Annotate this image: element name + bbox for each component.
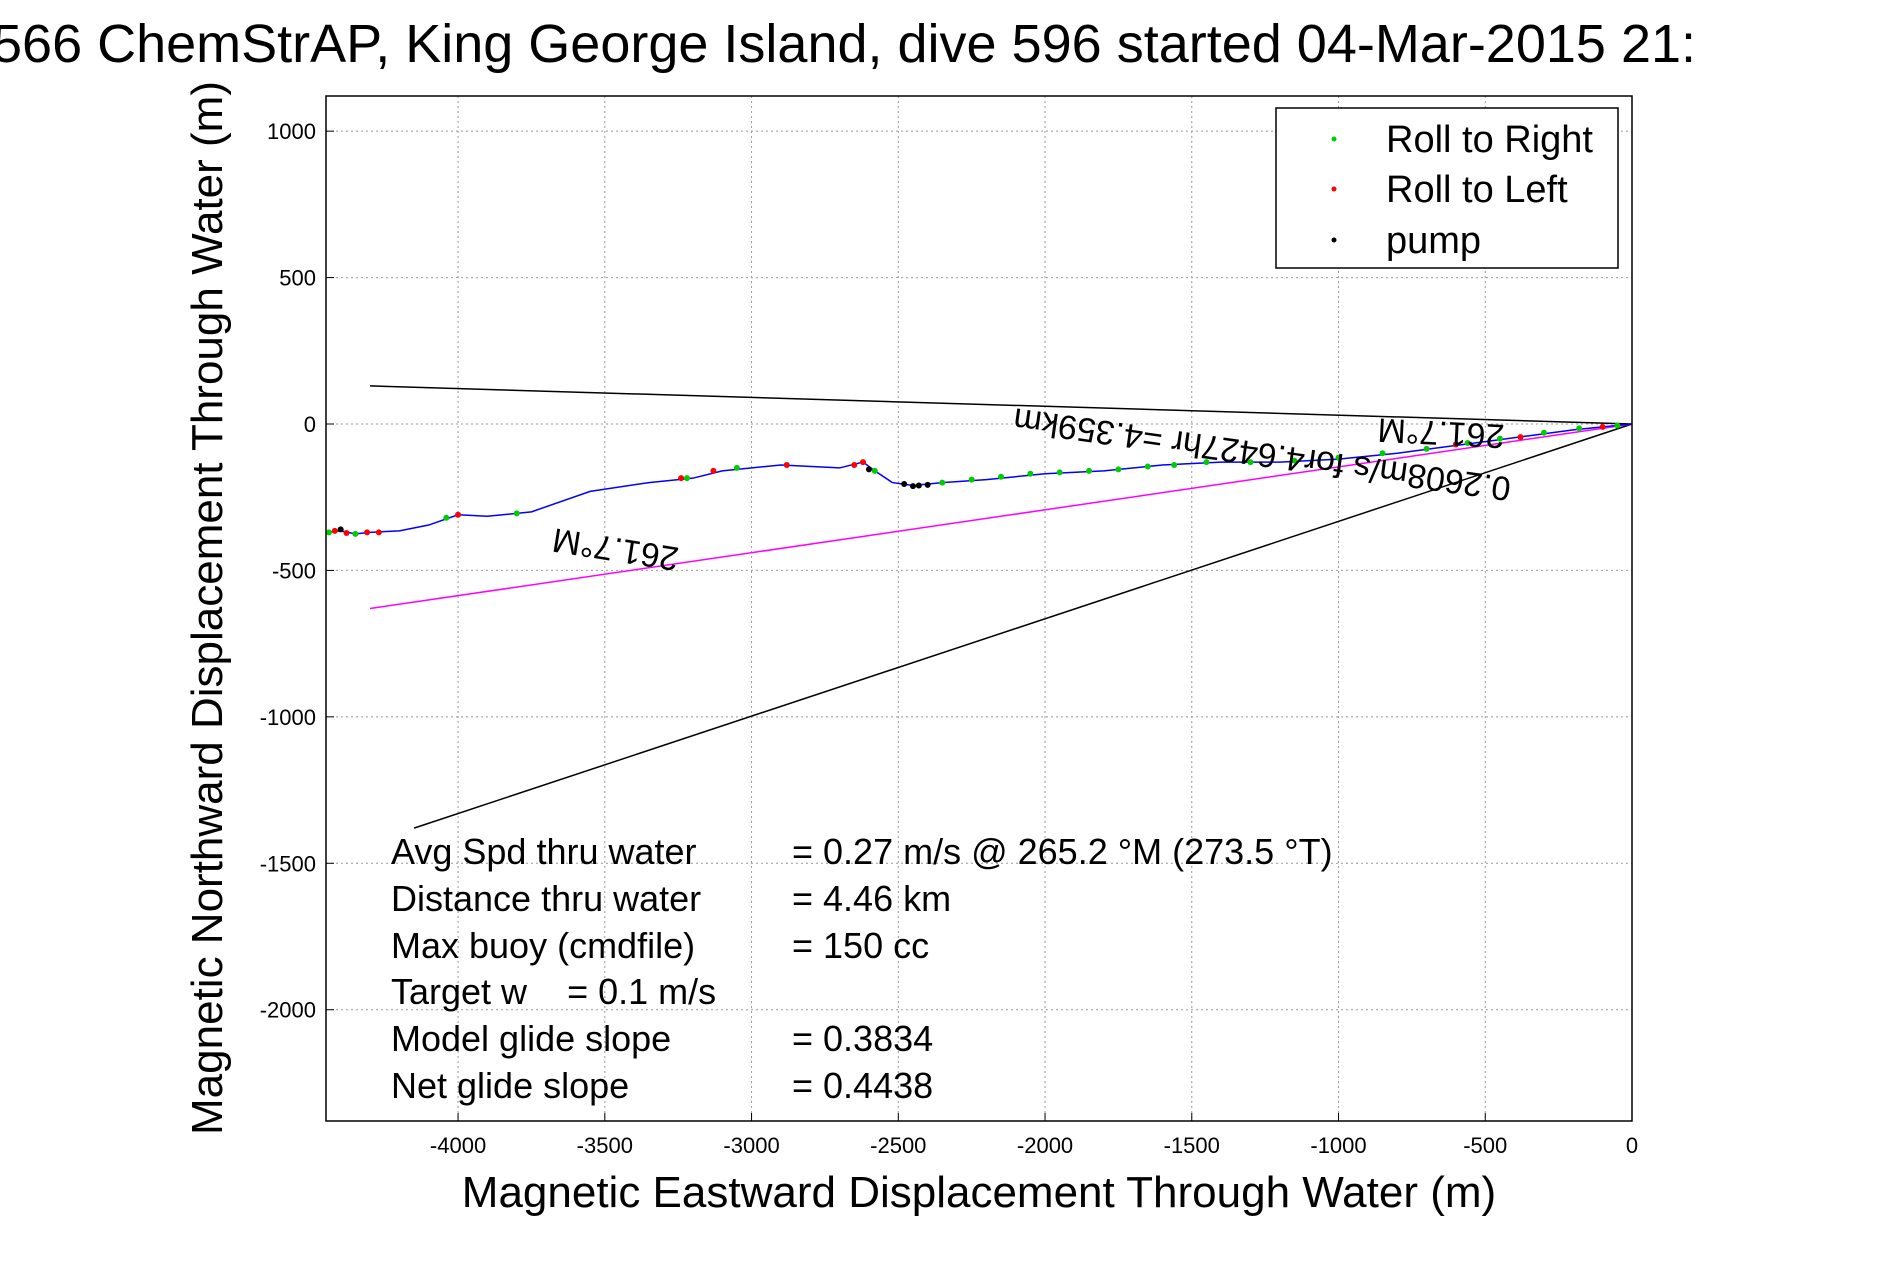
- legend: Roll to Right Roll to Left pump: [1275, 107, 1619, 269]
- stat-value: = 4.46 km: [792, 878, 951, 919]
- roll-right-point: [352, 530, 359, 537]
- legend-label-roll-right: Roll to Right: [1386, 119, 1593, 161]
- stat-label: Avg Spd thru water: [391, 831, 697, 872]
- heading-line: [369, 385, 1633, 425]
- roll-left-point: [375, 529, 382, 536]
- roll-right-point: [683, 475, 690, 482]
- roll-right-point: [1171, 462, 1178, 468]
- x-axis-label: Magnetic Eastward Displacement Through W…: [462, 1168, 1496, 1217]
- roll-left-point: [1599, 423, 1606, 430]
- roll-left-point: [851, 462, 858, 468]
- x-tick-label: -1000: [1310, 1133, 1366, 1158]
- roll-left-point: [331, 527, 338, 534]
- y-tick-label: -1000: [260, 705, 316, 730]
- stats-block: Avg Spd thru water = 0.27 m/s @ 265.2 °M…: [391, 831, 1333, 1106]
- x-tick-label: -4000: [430, 1133, 486, 1158]
- x-tick-label: -500: [1463, 1133, 1507, 1158]
- y-axis-label: Magnetic Northward Displacement Through …: [183, 81, 232, 1135]
- y-tick-label: 1000: [267, 119, 316, 144]
- roll-right-point: [998, 473, 1005, 480]
- roll-right-point: [1086, 467, 1093, 474]
- legend-swatch-pump: [1331, 237, 1337, 243]
- roll-right-point: [1291, 457, 1298, 464]
- roll-right-point: [513, 510, 520, 517]
- stat-label: Target w = 0.1 m/s: [391, 971, 716, 1012]
- pump-point: [865, 466, 872, 473]
- roll-right-point: [733, 464, 740, 471]
- stat-value: = 0.27 m/s @ 265.2 °M (273.5 °T): [792, 831, 1333, 872]
- roll-right-point: [1027, 470, 1034, 477]
- roll-left-point: [1452, 441, 1459, 448]
- roll-right-point: [1335, 454, 1342, 461]
- roll-left-point: [455, 511, 462, 518]
- plot-border: [325, 95, 1633, 1122]
- y-tick-label: 500: [279, 266, 316, 291]
- x-axis-ticks: -4000 -3500 -3000 -2500 -2000 -1500 -1000 -500 0: [430, 1113, 1638, 1158]
- stat-value: = 0.3834: [792, 1018, 933, 1059]
- pump-point: [909, 483, 916, 490]
- y-axis-ticks: 1000 500 0 -500 -1000 -1500 -2000: [260, 119, 334, 1023]
- pump-point: [924, 481, 931, 488]
- y-tick-label: -2000: [260, 998, 316, 1023]
- current-vector-line: [369, 423, 1633, 610]
- x-tick-label: -3000: [723, 1133, 779, 1158]
- x-tick-label: -2500: [870, 1133, 926, 1158]
- roll-left-point: [678, 475, 685, 482]
- roll-left-point: [783, 462, 790, 468]
- roll-right-point: [1203, 459, 1210, 466]
- roll-right-point: [1144, 463, 1151, 470]
- roll-right-point: [1540, 429, 1547, 436]
- roll-right-point: [1379, 450, 1386, 457]
- roll-right-point: [939, 479, 946, 486]
- legend-label-roll-left: Roll to Left: [1386, 169, 1568, 211]
- roll-left-point: [860, 459, 867, 466]
- stat-label: Distance thru water: [391, 878, 701, 919]
- roll-right-point: [1464, 440, 1471, 447]
- pump-point: [915, 482, 922, 489]
- stat-label: Max buoy (cmdfile): [391, 925, 695, 966]
- net-track-line: [413, 423, 1633, 829]
- legend-swatch-roll-left: [1331, 186, 1337, 192]
- y-tick-label: -1500: [260, 851, 316, 876]
- x-tick-label: 0: [1626, 1133, 1638, 1158]
- reference-lines: [369, 385, 1633, 829]
- roll-left-point: [710, 467, 717, 474]
- y-tick-label: -500: [272, 558, 316, 583]
- roll-right-point: [1115, 466, 1122, 473]
- track-line: [325, 423, 1633, 535]
- points-layer: [325, 422, 1621, 537]
- pump-point: [901, 481, 908, 488]
- roll-right-point: [1247, 459, 1254, 466]
- heading-label-near: 261.7°M: [1377, 410, 1506, 455]
- x-tick-label: -2000: [1017, 1133, 1073, 1158]
- track-layer: [325, 423, 1633, 535]
- x-tick-label: -1500: [1164, 1133, 1220, 1158]
- roll-right-point: [325, 529, 332, 536]
- x-tick-label: -3500: [577, 1133, 633, 1158]
- roll-left-point: [1517, 434, 1524, 441]
- roll-right-point: [1056, 469, 1063, 476]
- chart-title: 566 ChemStrAP, King George Island, dive …: [0, 14, 1696, 74]
- roll-right-point: [443, 514, 450, 521]
- stat-value: = 150 cc: [792, 925, 929, 966]
- stat-label: Net glide slope: [391, 1065, 629, 1106]
- legend-label-pump: pump: [1386, 220, 1481, 262]
- y-tick-label: 0: [304, 412, 316, 437]
- roll-right-point: [1576, 425, 1583, 432]
- roll-right-point: [871, 467, 878, 474]
- roll-right-point: [1614, 422, 1621, 429]
- roll-left-point: [364, 529, 371, 536]
- roll-right-point: [968, 476, 975, 483]
- stat-label: Model glide slope: [391, 1018, 671, 1059]
- legend-swatch-roll-right: [1331, 136, 1337, 142]
- roll-right-point: [1423, 445, 1430, 452]
- roll-right-point: [1496, 435, 1503, 442]
- roll-left-point: [343, 529, 350, 536]
- stat-value: = 0.4438: [792, 1065, 933, 1106]
- pump-point: [337, 526, 344, 533]
